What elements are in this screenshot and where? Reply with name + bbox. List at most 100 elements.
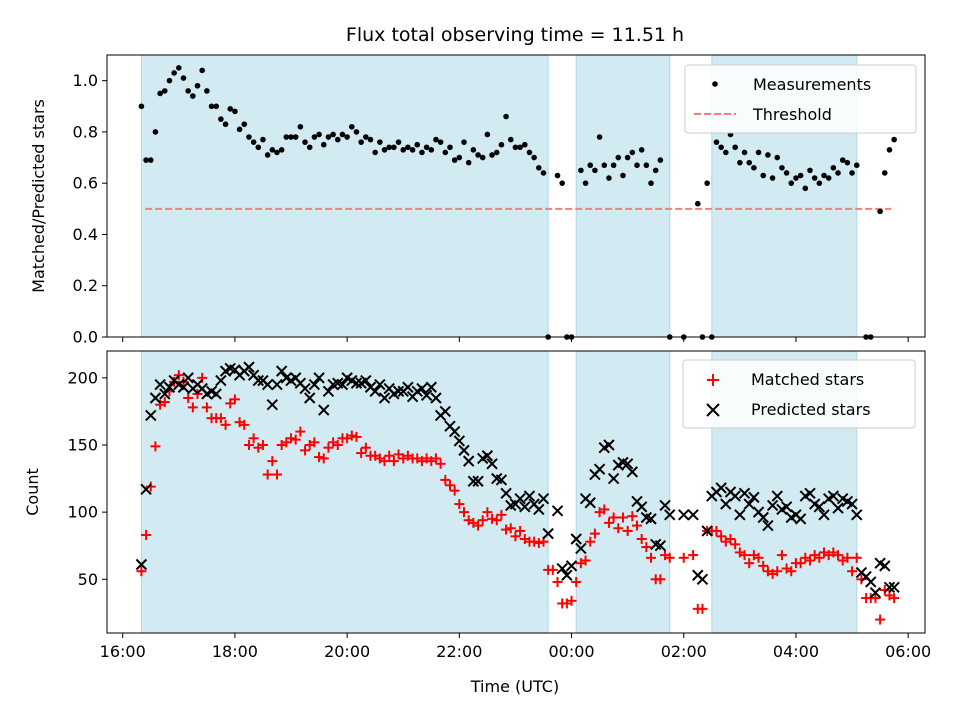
matched-star-point bbox=[482, 507, 493, 518]
predicted-star-point bbox=[177, 381, 190, 393]
matched-star-point bbox=[243, 440, 254, 450]
measurement-point bbox=[774, 154, 781, 161]
measurement-point bbox=[250, 139, 257, 145]
matched-star-point bbox=[384, 450, 395, 461]
predicted-star-point bbox=[804, 487, 816, 500]
predicted-star-point bbox=[308, 378, 321, 391]
measurement-point bbox=[260, 136, 266, 143]
matched-star-point bbox=[295, 426, 306, 437]
matched-star-point bbox=[183, 393, 194, 403]
measurement-point bbox=[811, 175, 818, 181]
predicted-star-point bbox=[154, 378, 166, 391]
measurement-point bbox=[596, 134, 603, 140]
measurement-point bbox=[578, 167, 584, 174]
measurement-point bbox=[760, 172, 767, 179]
measurement-point bbox=[180, 75, 187, 81]
predicted-star-point bbox=[888, 581, 900, 594]
predicted-star-point bbox=[350, 377, 363, 389]
predicted-star-point bbox=[467, 475, 480, 487]
measurement-point bbox=[732, 144, 738, 151]
matched-star-point bbox=[440, 474, 451, 485]
matched-star-point bbox=[459, 507, 470, 518]
matched-star-point bbox=[267, 456, 278, 467]
measurement-point bbox=[592, 167, 598, 174]
ytick-label: 100 bbox=[67, 503, 98, 522]
predicted-star-point bbox=[883, 581, 896, 594]
measurement-point bbox=[540, 170, 547, 176]
measurement-point bbox=[306, 144, 313, 151]
predicted-star-point bbox=[182, 372, 194, 384]
legend-measurements-marker bbox=[712, 81, 718, 87]
matched-star-point bbox=[547, 564, 558, 575]
ytick-label: 150 bbox=[67, 436, 98, 455]
predicted-star-point bbox=[215, 374, 227, 387]
measurement-point bbox=[447, 144, 453, 151]
predicted-star-point bbox=[481, 450, 494, 462]
matched-star-point bbox=[201, 402, 212, 413]
matched-star-point bbox=[875, 614, 886, 625]
matched-star-point bbox=[510, 531, 521, 542]
predicted-star-point bbox=[556, 562, 568, 575]
measurement-point bbox=[475, 152, 481, 158]
measurement-point bbox=[236, 126, 243, 133]
predicted-star-point bbox=[575, 542, 587, 555]
measurement-point bbox=[381, 147, 388, 153]
measurement-point bbox=[629, 149, 636, 156]
measurement-point bbox=[414, 141, 421, 148]
measurement-point bbox=[484, 131, 491, 138]
predicted-star-point bbox=[313, 372, 325, 384]
measurement-point bbox=[531, 154, 537, 161]
matched-star-point bbox=[814, 552, 825, 563]
predicted-star-point bbox=[603, 439, 615, 451]
matched-star-point bbox=[603, 517, 614, 528]
predicted-star-point bbox=[145, 409, 157, 422]
matched-star-point bbox=[477, 515, 488, 526]
matched-star-point bbox=[851, 552, 862, 563]
matched-star-point bbox=[220, 419, 231, 430]
measurement-point bbox=[849, 170, 855, 176]
ytick-label: 0.0 bbox=[73, 328, 98, 347]
xtick-label: 18:00 bbox=[212, 642, 258, 661]
predicted-star-point bbox=[537, 493, 550, 505]
predicted-star-point bbox=[818, 509, 830, 521]
matched-star-point bbox=[192, 388, 203, 399]
measurement-point bbox=[166, 77, 173, 84]
ratio-panel-frame bbox=[106, 54, 926, 338]
measurement-point bbox=[419, 149, 425, 156]
measurement-point bbox=[334, 136, 341, 143]
predicted-star-point bbox=[762, 519, 774, 532]
ratio-axis-ylabel: Matched/Predicted stars bbox=[29, 99, 48, 293]
legend-predicted-marker bbox=[706, 403, 720, 417]
measurement-point bbox=[405, 144, 411, 151]
ratio-axis-ticks: 0.0 0.2 0.4 0.6 0.8 1.0 bbox=[73, 71, 909, 347]
count-panel: 50 100 150 200 16:00 18:00 20:00 22:00 00:00 02:0… bbox=[23, 350, 931, 696]
measurement-point bbox=[610, 162, 617, 169]
ytick-label: 0.4 bbox=[73, 225, 98, 244]
measurement-point bbox=[395, 139, 402, 145]
measurement-point bbox=[821, 172, 827, 179]
matched-star-point bbox=[501, 524, 512, 535]
measurement-point bbox=[377, 139, 383, 145]
matched-star-point bbox=[473, 520, 484, 531]
measurement-point bbox=[512, 144, 519, 151]
predicted-star-point bbox=[523, 490, 536, 502]
ytick-label: 0.6 bbox=[73, 174, 98, 193]
measurement-point bbox=[208, 103, 215, 110]
measurement-point bbox=[423, 144, 430, 151]
predicted-star-point bbox=[659, 499, 671, 512]
measurement-point bbox=[816, 180, 823, 186]
predicted-star-point bbox=[416, 382, 428, 395]
predicted-star-point bbox=[140, 483, 152, 496]
matched-star-point bbox=[136, 566, 147, 577]
predicted-star-point bbox=[678, 509, 690, 521]
predicted-star-point bbox=[687, 509, 699, 521]
matched-star-point bbox=[487, 513, 498, 524]
measurement-point bbox=[456, 154, 463, 161]
matched-star-point bbox=[711, 525, 722, 536]
matched-star-point bbox=[664, 552, 675, 563]
measurement-point bbox=[353, 129, 360, 135]
predicted-star-point bbox=[420, 389, 433, 402]
measurement-point bbox=[638, 147, 645, 153]
predicted-stars-points bbox=[135, 361, 900, 599]
ratio-panel: 0.0 0.2 0.4 0.6 0.8 1.0 Matched/Predicted sta… bbox=[29, 54, 926, 347]
